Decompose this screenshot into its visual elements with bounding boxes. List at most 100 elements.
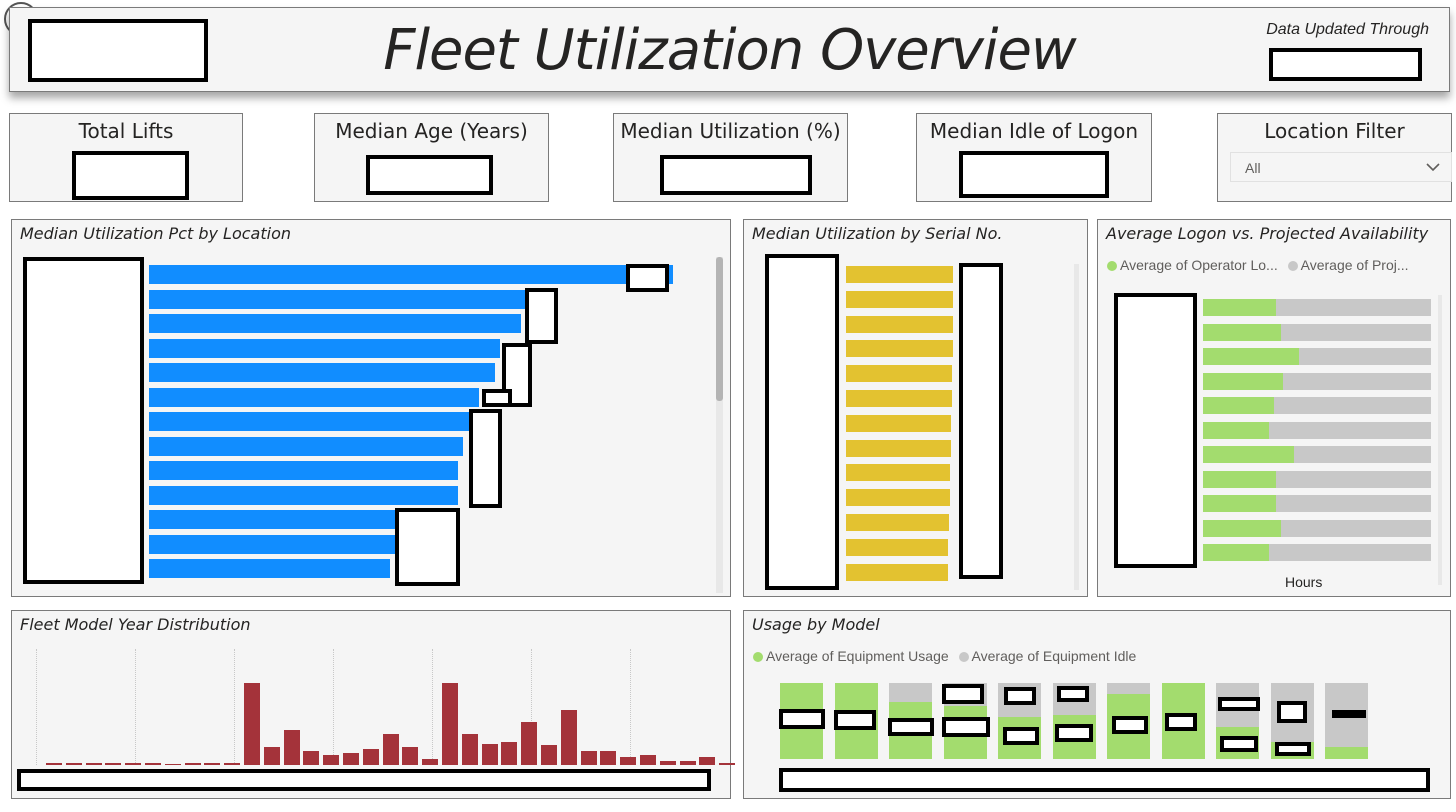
legend-item-logon[interactable]: Average of Operator Lo... bbox=[1107, 257, 1278, 273]
availability-segment bbox=[1269, 421, 1431, 439]
logon-segment bbox=[1203, 397, 1274, 414]
location-labels-redacted bbox=[23, 257, 144, 584]
value-label-redacted bbox=[1165, 713, 1197, 731]
value-label-redacted bbox=[1055, 724, 1093, 742]
util-by-serial-panel: Median Utilization by Serial No. bbox=[743, 219, 1088, 597]
serial-bar bbox=[846, 563, 948, 581]
legend-item-availability[interactable]: Average of Proj... bbox=[1287, 257, 1409, 273]
logon-segment bbox=[1203, 519, 1281, 537]
scrollbar-thumb[interactable] bbox=[716, 257, 723, 401]
chart-legend: Average of Operator Lo... Average of Pro… bbox=[1107, 257, 1415, 273]
data-updated-value-redacted bbox=[1269, 48, 1422, 81]
scrollbar[interactable] bbox=[716, 257, 723, 593]
serial-bar bbox=[846, 315, 953, 333]
availability-segment bbox=[1269, 544, 1431, 561]
logon-segment bbox=[1203, 470, 1276, 488]
year-bar bbox=[620, 757, 637, 765]
year-bar bbox=[600, 751, 617, 765]
year-bar bbox=[244, 683, 260, 765]
usage-by-model-panel: Usage by Model Average of Equipment Usag… bbox=[743, 610, 1451, 799]
scrollbar[interactable] bbox=[1438, 295, 1442, 585]
year-bar bbox=[323, 755, 340, 765]
value-label-redacted bbox=[1277, 701, 1307, 723]
year-bar bbox=[481, 743, 498, 765]
data-updated-label: Data Updated Through bbox=[1266, 21, 1429, 38]
availability-segment bbox=[1275, 495, 1431, 512]
chevron-down-icon bbox=[1426, 163, 1440, 172]
panel-title: Usage by Model bbox=[752, 615, 880, 634]
location-bar bbox=[149, 534, 396, 554]
location-bar bbox=[149, 510, 396, 529]
scrollbar[interactable] bbox=[1074, 264, 1079, 590]
legend-dot-icon bbox=[753, 652, 763, 662]
chart-legend: Average of Equipment Usage Average of Eq… bbox=[753, 648, 1142, 664]
row-labels-redacted bbox=[1114, 293, 1197, 568]
value-label-redacted bbox=[942, 684, 984, 704]
serial-labels-redacted bbox=[765, 254, 839, 590]
year-bar bbox=[679, 761, 696, 765]
legend-item-idle[interactable]: Average of Equipment Idle bbox=[958, 648, 1137, 664]
year-bar bbox=[224, 763, 241, 765]
year-bar bbox=[560, 710, 577, 765]
year-bar bbox=[125, 763, 142, 765]
value-label-redacted bbox=[888, 718, 934, 736]
value-label-redacted bbox=[1003, 727, 1039, 745]
util-by-location-panel: Median Utilization Pct by Location bbox=[11, 219, 731, 597]
panel-title: Median Utilization Pct by Location bbox=[20, 224, 292, 243]
availability-segment bbox=[1280, 519, 1431, 537]
value-label-redacted bbox=[834, 710, 876, 730]
year-bar bbox=[442, 683, 458, 765]
logon-segment bbox=[1203, 348, 1299, 365]
location-bar bbox=[149, 387, 480, 407]
legend-item-usage[interactable]: Average of Equipment Usage bbox=[753, 648, 949, 664]
location-bar bbox=[149, 461, 459, 480]
value-label-redacted bbox=[1220, 736, 1258, 752]
value-label-redacted bbox=[482, 389, 512, 407]
location-bar bbox=[149, 412, 469, 431]
location-filter-dropdown[interactable]: All bbox=[1230, 152, 1452, 182]
gridline bbox=[531, 649, 532, 765]
year-bar bbox=[422, 759, 439, 765]
logon-segment bbox=[1203, 421, 1270, 439]
idle-segment bbox=[1107, 683, 1150, 695]
logon-segment bbox=[1203, 446, 1295, 463]
year-bar bbox=[541, 745, 557, 765]
gridline bbox=[234, 649, 235, 765]
year-bar bbox=[204, 763, 221, 765]
serial-bar bbox=[846, 390, 952, 407]
legend-label: Average of Equipment Idle bbox=[971, 648, 1137, 664]
availability-segment bbox=[1298, 348, 1431, 365]
availability-segment bbox=[1282, 372, 1431, 390]
logon-segment bbox=[1203, 323, 1281, 341]
value-label-redacted bbox=[779, 709, 825, 729]
gridline bbox=[432, 649, 433, 765]
year-bar bbox=[699, 757, 716, 765]
legend-label: Average of Equipment Usage bbox=[766, 648, 949, 664]
location-bar bbox=[149, 338, 501, 358]
kpi-label: Median Age (Years) bbox=[335, 119, 528, 143]
availability-segment bbox=[1275, 470, 1431, 488]
serial-bar bbox=[846, 464, 950, 482]
logon-segment bbox=[1203, 372, 1283, 390]
year-bar bbox=[580, 751, 597, 765]
year-bar bbox=[343, 753, 359, 765]
year-bar bbox=[461, 733, 478, 765]
serial-bar bbox=[846, 365, 952, 383]
year-bar bbox=[263, 747, 280, 765]
value-label-redacted bbox=[942, 717, 990, 737]
logon-segment bbox=[1203, 495, 1276, 512]
value-label-redacted bbox=[1275, 742, 1311, 756]
model-year-panel: Fleet Model Year Distribution bbox=[11, 610, 736, 799]
location-bar bbox=[149, 314, 522, 333]
value-label-redacted bbox=[626, 264, 669, 292]
value-label-redacted bbox=[395, 508, 460, 586]
serial-bar bbox=[846, 514, 949, 531]
serial-bar bbox=[846, 439, 951, 457]
value-label-redacted bbox=[1332, 710, 1366, 718]
kpi-label: Median Idle of Logon bbox=[929, 119, 1139, 143]
location-filter-card: Location Filter All bbox=[1217, 113, 1452, 202]
kpi-value-redacted bbox=[959, 151, 1109, 198]
legend-dot-icon bbox=[1107, 261, 1117, 271]
serial-bar bbox=[846, 489, 950, 507]
logo-redacted bbox=[28, 19, 208, 82]
